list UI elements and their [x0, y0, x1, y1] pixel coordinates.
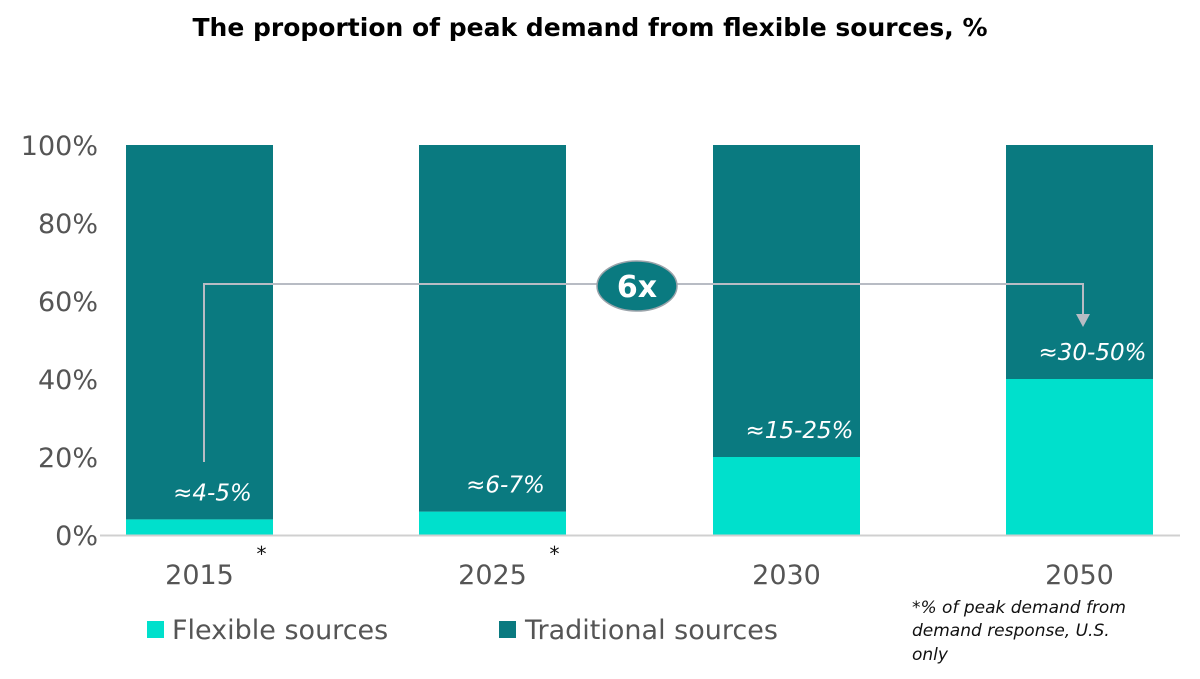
x-tick-label: 2030 — [752, 560, 821, 591]
footnote: *% of peak demand from demand response, … — [912, 598, 1126, 665]
y-tick-label: 0% — [55, 521, 98, 552]
x-tick-label: 2025 — [458, 560, 527, 591]
data-label: ≈15-25% — [746, 418, 854, 444]
footnote-line: only — [912, 645, 949, 665]
x-tick-label: 2015 — [165, 560, 234, 591]
bars: ≈4-5% ≈6-7% ≈15-25% ≈30-50% — [126, 145, 1153, 535]
y-tick-label: 100% — [21, 131, 98, 162]
footnote-marker: * — [257, 542, 267, 566]
bar-traditional-2015 — [126, 145, 273, 520]
bar-traditional-2025 — [419, 145, 566, 512]
footnote-marker: * — [550, 542, 560, 566]
footnote-line: demand response, U.S. — [912, 621, 1110, 641]
legend-label-flexible: Flexible sources — [172, 615, 388, 646]
data-label: ≈4-5% — [173, 480, 252, 506]
legend-swatch-flexible — [147, 621, 164, 638]
y-tick-label: 20% — [38, 443, 98, 474]
growth-annotation: 6x — [203, 260, 1090, 462]
x-tick-label: 2050 — [1045, 560, 1114, 591]
arrow-head-icon — [1076, 314, 1090, 327]
data-label: ≈6-7% — [466, 473, 545, 499]
y-axis: 0% 20% 40% 60% 80% 100% — [21, 131, 98, 552]
bar-flexible-2050 — [1006, 379, 1153, 535]
chart-title: The proportion of peak demand from flexi… — [192, 13, 987, 42]
annotation-text: 6x — [617, 270, 657, 305]
bar-flexible-2030 — [713, 457, 860, 535]
bar-flexible-2015 — [126, 519, 273, 535]
legend-label-traditional: Traditional sources — [524, 615, 778, 646]
bar-flexible-2025 — [419, 511, 566, 535]
bar-traditional-2050 — [1006, 145, 1153, 379]
footnote-line: *% of peak demand from — [912, 598, 1126, 618]
legend-swatch-traditional — [499, 621, 516, 638]
annotation-badge — [596, 260, 678, 312]
x-axis: 2015 * 2025 * 2030 2050 — [165, 542, 1114, 591]
y-tick-label: 80% — [38, 209, 98, 240]
bar-traditional-2030 — [713, 145, 860, 457]
y-tick-label: 60% — [38, 287, 98, 318]
data-label: ≈30-50% — [1039, 340, 1147, 366]
legend: Flexible sources Traditional sources — [147, 615, 778, 646]
y-tick-label: 40% — [38, 365, 98, 396]
